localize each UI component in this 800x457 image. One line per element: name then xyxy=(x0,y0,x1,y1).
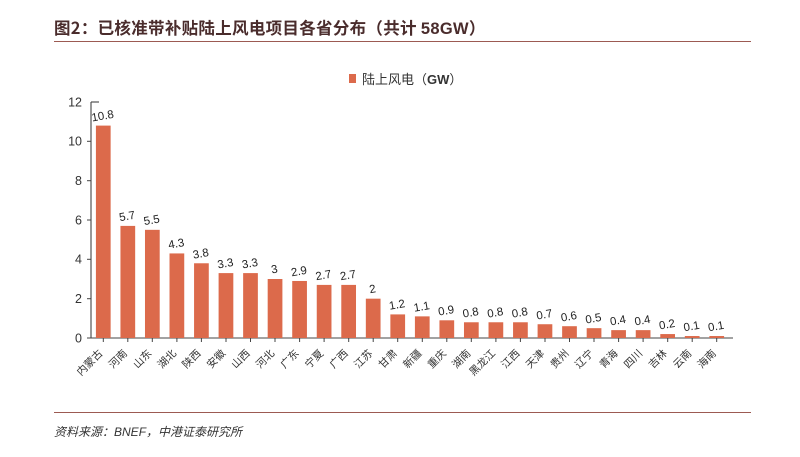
svg-text:3.8: 3.8 xyxy=(192,247,210,262)
svg-text:0: 0 xyxy=(75,331,82,345)
svg-text:广西: 广西 xyxy=(326,346,351,371)
svg-text:0.1: 0.1 xyxy=(707,320,725,335)
svg-text:青海: 青海 xyxy=(596,346,622,372)
svg-text:4: 4 xyxy=(75,253,82,267)
svg-text:0.8: 0.8 xyxy=(511,306,529,321)
svg-text:0.8: 0.8 xyxy=(462,306,480,321)
svg-text:河南: 河南 xyxy=(105,346,130,371)
svg-text:内蒙古: 内蒙古 xyxy=(73,346,106,379)
svg-text:安徽: 安徽 xyxy=(203,346,229,372)
svg-text:海南: 海南 xyxy=(694,346,719,371)
svg-text:0.4: 0.4 xyxy=(634,314,652,329)
svg-text:1.1: 1.1 xyxy=(413,300,431,315)
svg-text:8: 8 xyxy=(75,174,82,188)
svg-text:山东: 山东 xyxy=(130,346,155,371)
svg-text:2: 2 xyxy=(75,292,82,306)
svg-text:广东: 广东 xyxy=(277,346,302,371)
svg-text:湖北: 湖北 xyxy=(154,346,180,372)
svg-text:吉林: 吉林 xyxy=(645,346,671,372)
svg-text:0.9: 0.9 xyxy=(437,304,455,319)
svg-text:山西: 山西 xyxy=(228,346,253,371)
svg-text:0.5: 0.5 xyxy=(585,312,603,327)
svg-text:10: 10 xyxy=(68,135,82,149)
svg-text:河北: 河北 xyxy=(252,346,278,372)
svg-text:3.3: 3.3 xyxy=(217,257,235,272)
svg-text:江苏: 江苏 xyxy=(351,346,376,371)
svg-text:0.8: 0.8 xyxy=(486,306,504,321)
svg-text:2.7: 2.7 xyxy=(339,269,357,284)
svg-text:甘肃: 甘肃 xyxy=(375,346,400,371)
svg-text:贵州: 贵州 xyxy=(547,346,572,371)
svg-text:2: 2 xyxy=(368,283,376,296)
svg-text:5.5: 5.5 xyxy=(143,214,161,229)
svg-text:天津: 天津 xyxy=(522,346,548,372)
svg-text:6: 6 xyxy=(75,213,82,227)
svg-text:黑龙江: 黑龙江 xyxy=(466,346,499,379)
svg-text:0.6: 0.6 xyxy=(560,310,578,325)
svg-text:江西: 江西 xyxy=(498,346,523,371)
svg-text:辽宁: 辽宁 xyxy=(571,346,596,371)
svg-text:4.3: 4.3 xyxy=(167,237,185,252)
svg-text:云南: 云南 xyxy=(670,346,695,371)
svg-text:3: 3 xyxy=(270,264,278,277)
svg-text:2.7: 2.7 xyxy=(315,269,333,284)
svg-text:重庆: 重庆 xyxy=(424,346,450,372)
svg-text:12: 12 xyxy=(68,95,82,109)
svg-text:0.7: 0.7 xyxy=(536,308,554,323)
svg-text:新疆: 新疆 xyxy=(400,346,426,372)
svg-text:2.9: 2.9 xyxy=(290,265,308,280)
svg-text:0.4: 0.4 xyxy=(609,314,627,329)
svg-text:0.1: 0.1 xyxy=(683,320,701,335)
svg-text:5.7: 5.7 xyxy=(118,210,136,225)
svg-text:10.8: 10.8 xyxy=(91,109,115,125)
svg-text:陕西: 陕西 xyxy=(179,346,204,371)
svg-text:0.2: 0.2 xyxy=(658,318,676,333)
svg-text:3.3: 3.3 xyxy=(241,257,259,272)
svg-text:宁夏: 宁夏 xyxy=(301,346,327,372)
svg-text:1.2: 1.2 xyxy=(388,298,406,313)
svg-text:四川: 四川 xyxy=(620,346,645,371)
